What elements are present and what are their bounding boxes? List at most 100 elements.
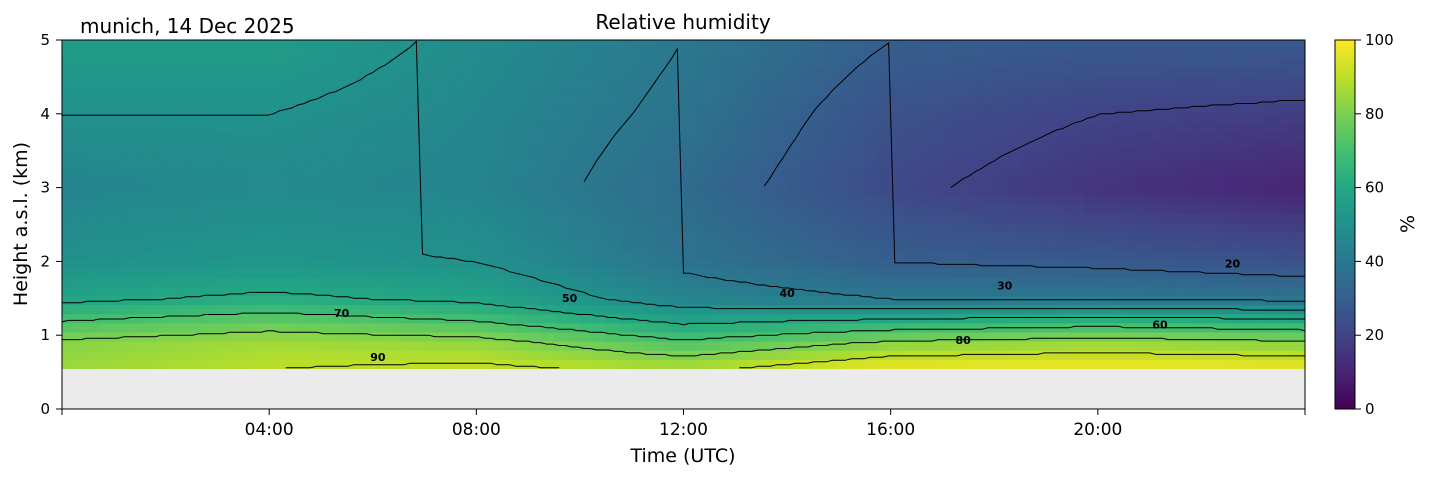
heatmap-cell xyxy=(994,112,1008,123)
heatmap-cell xyxy=(748,76,762,87)
heatmap-cell xyxy=(178,341,193,351)
heatmap-cell xyxy=(359,277,374,287)
heatmap-cell xyxy=(787,149,801,160)
heatmap-cell xyxy=(1123,122,1138,132)
heatmap-cell xyxy=(618,258,633,269)
heatmap-cell xyxy=(942,341,957,351)
heatmap-cell xyxy=(217,149,231,160)
heatmap-cell xyxy=(618,277,633,287)
heatmap-cell xyxy=(113,213,128,224)
heatmap-cell xyxy=(1097,131,1112,141)
heatmap-cell xyxy=(618,286,633,297)
heatmap-cell xyxy=(903,359,918,370)
heatmap-cell xyxy=(761,313,775,324)
heatmap-cell xyxy=(528,213,542,224)
heatmap-cell xyxy=(631,359,646,370)
heatmap-cell xyxy=(269,40,283,50)
heatmap-cell xyxy=(696,213,710,224)
heatmap-cell xyxy=(683,222,698,233)
heatmap-cell xyxy=(463,231,477,242)
heatmap-cell xyxy=(152,122,167,132)
heatmap-cell xyxy=(450,49,464,59)
heatmap-cell xyxy=(1149,204,1164,214)
heatmap-cell xyxy=(1007,67,1021,78)
heatmap-cell xyxy=(1292,277,1305,287)
heatmap-cell xyxy=(74,140,89,151)
heatmap-cell xyxy=(1214,277,1228,287)
heatmap-cell xyxy=(385,85,400,96)
heatmap-cell xyxy=(825,40,840,50)
heatmap-cell xyxy=(1253,341,1267,351)
heatmap-cell xyxy=(1071,350,1086,360)
heatmap-cell xyxy=(372,359,387,370)
heatmap-cell xyxy=(256,322,270,333)
heatmap-cell xyxy=(903,176,918,187)
heatmap-cell xyxy=(890,249,905,260)
heatmap-cell xyxy=(243,286,257,297)
heatmap-cell xyxy=(968,149,982,160)
heatmap-cell xyxy=(541,131,555,141)
heatmap-cell xyxy=(152,268,167,278)
heatmap-cell xyxy=(1007,140,1021,151)
heatmap-cell xyxy=(62,167,76,178)
heatmap-cell xyxy=(1110,140,1125,151)
heatmap-cell xyxy=(217,222,231,233)
heatmap-cell xyxy=(74,167,89,178)
heatmap-cell xyxy=(463,304,477,315)
heatmap-cell xyxy=(385,122,400,132)
heatmap-cell xyxy=(916,40,931,50)
heatmap-cell xyxy=(800,85,814,96)
heatmap-cell xyxy=(554,158,568,169)
heatmap-cell xyxy=(670,158,685,169)
heatmap-cell xyxy=(139,167,154,178)
heatmap-cell xyxy=(1136,103,1151,114)
heatmap-cell xyxy=(670,85,685,96)
heatmap-cell xyxy=(372,313,387,324)
heatmap-cell xyxy=(696,204,710,214)
heatmap-cell xyxy=(359,249,374,260)
heatmap-cell xyxy=(618,195,633,205)
heatmap-cell xyxy=(554,195,568,205)
heatmap-cell xyxy=(605,103,620,114)
heatmap-cell xyxy=(424,322,439,333)
heatmap-cell xyxy=(165,268,180,278)
heatmap-cell xyxy=(554,167,568,178)
heatmap-cell xyxy=(968,131,982,141)
heatmap-cell xyxy=(825,295,840,306)
heatmap-cell xyxy=(165,195,180,205)
heatmap-cell xyxy=(528,268,542,278)
heatmap-cell xyxy=(761,195,775,205)
heatmap-cell xyxy=(657,231,672,242)
heatmap-cell xyxy=(774,213,788,224)
heatmap-cell xyxy=(1149,331,1164,342)
heatmap-cell xyxy=(139,40,154,50)
heatmap-cell xyxy=(618,222,633,233)
heatmap-cell xyxy=(1227,277,1241,287)
heatmap-cell xyxy=(1227,341,1241,351)
heatmap-cell xyxy=(1123,268,1138,278)
heatmap-cell xyxy=(566,158,581,169)
heatmap-cell xyxy=(126,122,141,132)
heatmap-cell xyxy=(683,213,698,224)
heatmap-cell xyxy=(1110,185,1125,196)
heatmap-cell xyxy=(1162,222,1177,233)
heatmap-cell xyxy=(722,313,736,324)
heatmap-cell xyxy=(579,240,594,251)
heatmap-cell xyxy=(1175,331,1190,342)
heatmap-cell xyxy=(657,331,672,342)
heatmap-cell xyxy=(1175,313,1190,324)
heatmap-cell xyxy=(100,112,115,123)
heatmap-cell xyxy=(385,185,400,196)
heatmap-cell xyxy=(968,249,982,260)
heatmap-cell xyxy=(1240,67,1254,78)
heatmap-cell xyxy=(295,176,309,187)
heatmap-cell xyxy=(1201,258,1215,269)
heatmap-cell xyxy=(890,122,905,132)
heatmap-cell xyxy=(1266,58,1280,68)
heatmap-cell xyxy=(308,195,322,205)
heatmap-cell xyxy=(774,286,788,297)
heatmap-cell xyxy=(437,222,452,233)
heatmap-cell xyxy=(308,322,322,333)
heatmap-cell xyxy=(333,258,348,269)
heatmap-cell xyxy=(178,85,193,96)
